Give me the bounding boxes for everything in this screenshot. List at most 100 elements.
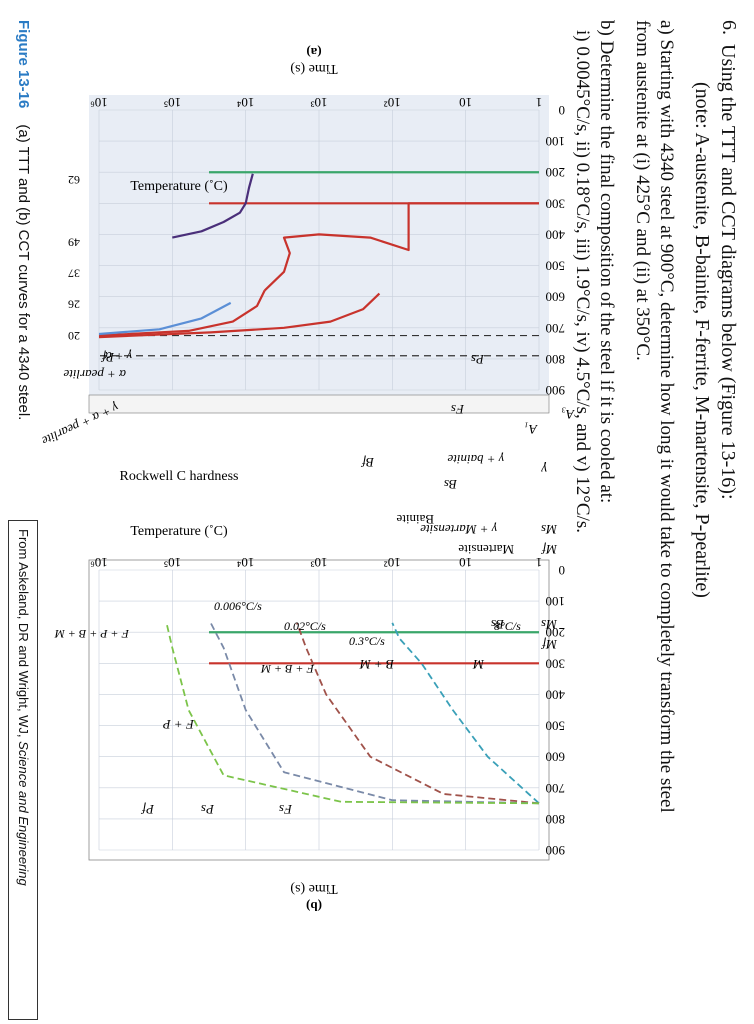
panel-a-ticks: 0 100 200 300 400 500 600 700 800 900 1 10 10² 10³ 10⁴…	[68, 95, 565, 398]
region-alpha-pearlite: α + pearlite	[63, 367, 126, 382]
temperature-tick-label: 500	[546, 719, 566, 734]
temperature-tick-label: 700	[546, 321, 566, 336]
label-ms-a: Ms	[541, 522, 558, 537]
time-tick-label: 10⁶	[90, 95, 108, 110]
hardness-tick-label: 26	[68, 298, 80, 312]
panel-a-xlabel: Time (s)	[290, 61, 338, 76]
time-tick-label: 10⁶	[90, 555, 108, 570]
time-tick-label: 10⁵	[164, 555, 182, 570]
curve-0-02-c-s	[209, 622, 540, 805]
temperature-tick-label: 700	[546, 781, 566, 796]
curve-label-pf-a: Pf	[100, 350, 115, 365]
rate-label-0-02: 0.02°C/s	[284, 619, 326, 633]
panel-b-curves	[165, 622, 540, 805]
hardness-tick-label: 62	[68, 173, 80, 187]
temperature-tick-label: 300	[546, 196, 566, 211]
region-m-b: M	[472, 657, 485, 672]
region-gamma-alpha: γ + α	[104, 349, 132, 364]
curve-label-ps-a: Ps	[471, 352, 485, 367]
region-martensite: Martensite	[458, 542, 514, 557]
panel-a-hardness-label: Rockwell C hardness	[120, 469, 239, 484]
time-tick-label: 10⁴	[236, 95, 254, 110]
panel-b-plot-frame	[88, 559, 550, 861]
panel-b-gridlines	[98, 569, 540, 851]
panel-b-ticks: 0 100 200 300 400 500 600 700 800 900 1 10 10² 10³ 10⁴…	[90, 555, 565, 858]
hardness-axis-strip	[88, 394, 550, 414]
panel-b-cct: 0 100 200 300 400 500 600 700 800 900 1 10 10² 10³ 10⁴…	[54, 524, 565, 914]
curve-label-bs-a: Bs	[444, 477, 457, 492]
temperature-tick-label: 600	[546, 290, 566, 305]
temperature-tick-label: 0	[559, 103, 566, 118]
curve-label-ps-b: Ps	[201, 802, 215, 817]
temperature-tick-label: 200	[546, 165, 566, 180]
curve-bf	[172, 173, 254, 239]
curve-8-c-s	[391, 622, 540, 804]
source-credit: From Askeland, DR and Wright, WJ, Scienc…	[8, 520, 38, 1020]
hardness-tick-label: 37	[68, 267, 80, 281]
region-gamma-alpha-pearlite: γ + α + pearlite	[39, 400, 121, 449]
temperature-tick-label: 0	[559, 563, 566, 578]
region-gamma-martensite: γ + Martensite	[420, 522, 497, 537]
region-f-p: F + P	[163, 717, 195, 732]
time-tick-label: 1	[536, 555, 543, 570]
time-tick-label: 1	[536, 95, 543, 110]
figure-caption-text: (a) TTT and (b) CCT curves for a 4340 st…	[15, 124, 32, 421]
curve-label-bf-a: Bf	[360, 455, 374, 470]
hardness-tick-label: 49	[68, 235, 80, 249]
temperature-tick-label: 900	[546, 383, 566, 398]
curve-fs	[98, 292, 381, 339]
time-tick-label: 10³	[310, 95, 327, 110]
panel-a-curves	[98, 171, 539, 357]
panel-b-xlabel: Time (s)	[290, 881, 338, 896]
panel-a-ttt: 0 100 200 300 400 500 600 700 800 900 1 10 10² 10³ 10⁴…	[39, 45, 575, 557]
temperature-tick-label: 900	[546, 843, 566, 858]
time-tick-label: 10²	[384, 555, 401, 570]
temperature-tick-label: 800	[546, 352, 566, 367]
temperature-tick-label: 200	[546, 625, 566, 640]
panel-a-ylabel: Temperature (˚C)	[130, 179, 228, 194]
region-b-m: B + M	[359, 657, 394, 672]
time-tick-label: 10⁴	[236, 555, 254, 570]
panel-b-label: (b)	[306, 899, 322, 914]
curve-0-3-c-s	[296, 622, 540, 805]
label-mf-a: Mf	[540, 542, 558, 557]
region-bainite: Bainite	[396, 512, 434, 527]
time-tick-label: 10²	[384, 95, 401, 110]
figure-caption: Figure 13-16 (a) TTT and (b) CCT curves f…	[15, 20, 32, 420]
temperature-tick-label: 500	[546, 259, 566, 274]
hardness-tick-label: 20	[68, 329, 80, 343]
rate-label-8: 8°C/s	[494, 619, 521, 633]
region-f-b-m: F + B + M	[260, 662, 315, 676]
panel-a-label: (a)	[306, 45, 321, 60]
time-tick-label: 10⁵	[164, 95, 182, 110]
rate-label-0-006: 0.006°C/s	[214, 599, 262, 613]
panel-b-ylabel: Temperature (˚C)	[130, 524, 228, 539]
curve-pf	[98, 301, 232, 336]
curve-label-fs-a: Fs	[451, 402, 465, 417]
curve-label-bs-b: Bs	[491, 617, 504, 632]
region-gamma: γ	[541, 461, 547, 476]
curve-bs	[263, 202, 539, 292]
temperature-tick-label: 400	[546, 687, 566, 702]
label-ms-b: Ms	[541, 617, 558, 632]
time-tick-label: 10³	[310, 555, 327, 570]
source-credit-prefix: From Askeland, DR and Wright, WJ,	[16, 529, 31, 742]
region-f-p-b-m: F + P + B + M	[54, 627, 130, 641]
temperature-tick-label: 300	[546, 656, 566, 671]
temperature-tick-label: 100	[546, 134, 566, 149]
temperature-tick-label: 400	[546, 227, 566, 242]
source-credit-title: Science and Engineering	[16, 741, 31, 886]
time-tick-label: 10	[459, 95, 472, 110]
region-gamma-bainite: γ + bainite	[447, 452, 504, 467]
rate-label-0-3: 0.3°C/s	[349, 634, 385, 648]
label-a3: A₃	[562, 407, 575, 422]
temperature-tick-label: 800	[546, 812, 566, 827]
temperature-tick-label: 600	[546, 750, 566, 765]
label-a1: A₁	[525, 422, 538, 437]
curve-0-006-c-s	[165, 622, 540, 805]
curve-ps	[98, 289, 266, 337]
time-tick-label: 10	[459, 555, 472, 570]
